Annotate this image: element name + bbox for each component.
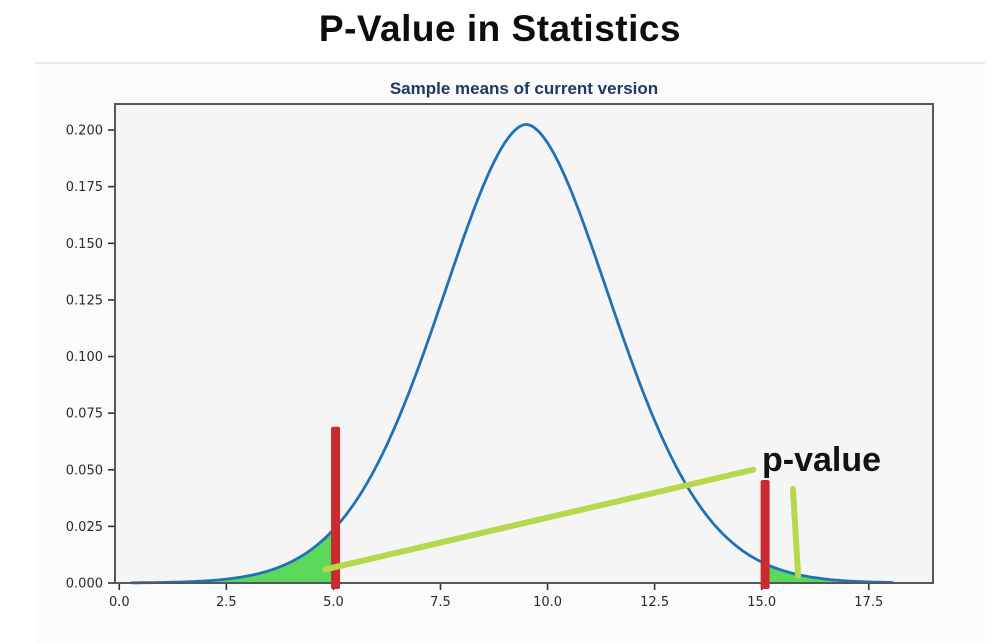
y-tick-label: 0.125 xyxy=(66,293,103,308)
x-tick-label: 10.0 xyxy=(533,595,562,610)
x-tick-label: 7.5 xyxy=(430,595,451,610)
x-tick-label: 2.5 xyxy=(216,595,237,610)
chart-panel: 0.0 2.5 5.0 7.5 10.0 12.5 15.0 17.5 0.000 0.025 0.… xyxy=(35,62,985,643)
critical-value-bar xyxy=(760,479,770,589)
y-tick-label: 0.000 xyxy=(66,577,103,592)
x-tick-label: 12.5 xyxy=(640,595,669,610)
y-tick-label: 0.075 xyxy=(66,407,103,422)
x-tick-label: 17.5 xyxy=(854,595,883,610)
distribution-chart: 0.0 2.5 5.0 7.5 10.0 12.5 15.0 17.5 0.000 0.025 0.… xyxy=(66,103,934,610)
p-value-pointer-line xyxy=(322,466,757,573)
p-value-pointer-line xyxy=(789,486,802,579)
x-tick-label: 15.0 xyxy=(747,595,776,610)
left-tail-fill xyxy=(132,527,336,583)
y-tick-label: 0.150 xyxy=(66,237,103,252)
y-tick-label: 0.175 xyxy=(66,180,103,195)
page-title: P-Value in Statistics xyxy=(318,8,682,49)
critical-value-bar xyxy=(331,426,341,589)
right-tail-fill xyxy=(765,563,893,583)
chart-title: Sample means of current version xyxy=(389,79,659,98)
y-tick-label: 0.200 xyxy=(66,124,103,139)
x-tick-label: 0.0 xyxy=(109,595,130,610)
plot-frame xyxy=(114,103,934,584)
y-tick-label: 0.050 xyxy=(66,463,103,478)
y-tick-label: 0.100 xyxy=(66,350,103,365)
y-tick-label: 0.025 xyxy=(66,520,103,535)
plot-area xyxy=(115,104,933,583)
p-value-annotation-label: p-value xyxy=(762,441,882,479)
x-tick-label: 5.0 xyxy=(323,595,344,610)
